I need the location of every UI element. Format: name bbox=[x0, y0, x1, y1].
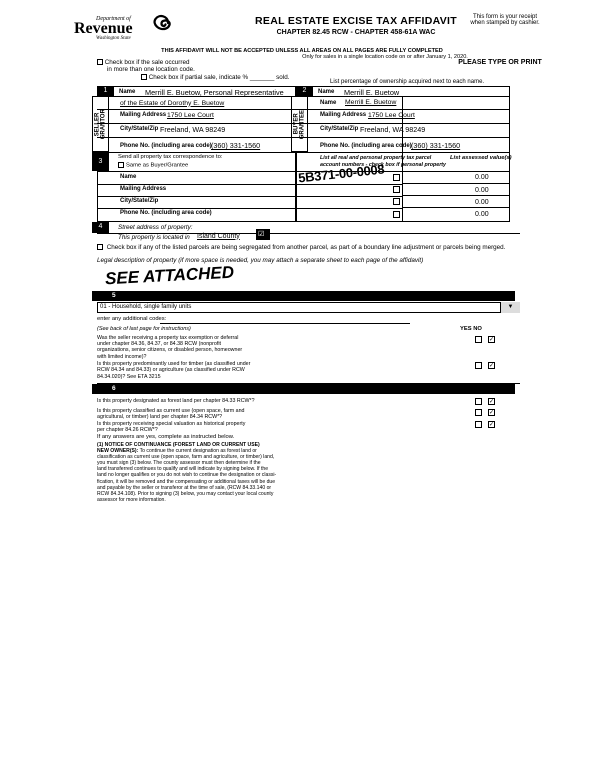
svg-text:Washington State: Washington State bbox=[96, 36, 131, 41]
svg-text:Revenue: Revenue bbox=[74, 20, 133, 37]
